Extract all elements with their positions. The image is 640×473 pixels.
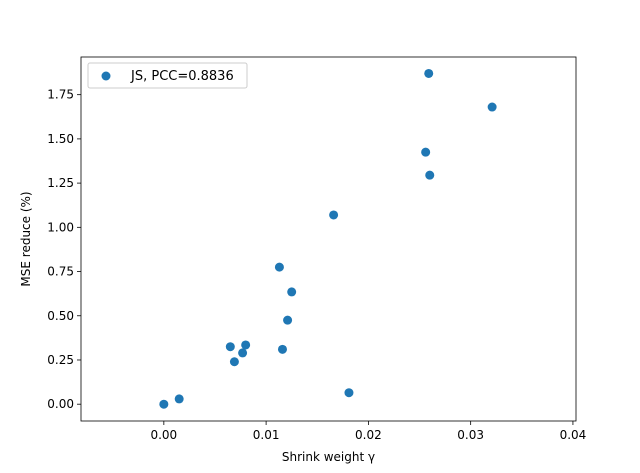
data-point	[238, 348, 248, 358]
data-point	[229, 357, 239, 367]
x-axis-label: Shrink weight γ	[282, 450, 375, 464]
y-tick-label: 1.50	[47, 132, 74, 146]
y-tick-label: 1.75	[47, 88, 74, 102]
y-tick-label: 0.50	[47, 309, 74, 323]
legend-box	[87, 62, 248, 89]
data-point	[344, 388, 354, 398]
x-tick-label: 0.02	[355, 428, 382, 442]
x-axis: 0.00 0.01 0.02 0.03 0.04	[150, 421, 586, 442]
legend-marker	[101, 71, 111, 81]
data-point	[225, 342, 235, 352]
y-tick-label: 0.75	[47, 265, 74, 279]
data-point	[277, 344, 287, 354]
data-point	[159, 399, 169, 409]
y-axis-label: MSE reduce (%)	[19, 191, 33, 286]
data-point	[424, 68, 434, 78]
data-point	[283, 315, 293, 325]
y-tick-label: 1.00	[47, 220, 74, 234]
legend: JS, PCC=0.8836	[87, 62, 248, 89]
data-point	[487, 102, 497, 112]
data-points	[159, 68, 497, 409]
data-point	[329, 210, 339, 220]
y-axis: 0.00 0.25 0.50 0.75 1.00 1.25 1.50 1.75	[47, 88, 81, 411]
x-tick-label: 0.00	[150, 428, 177, 442]
y-tick-label: 1.25	[47, 176, 74, 190]
data-point	[421, 147, 431, 157]
y-tick-label: 0.25	[47, 353, 74, 367]
data-point	[241, 340, 251, 350]
y-tick-label: 0.00	[47, 397, 74, 411]
x-tick-label: 0.01	[253, 428, 280, 442]
x-tick-label: 0.04	[560, 428, 587, 442]
data-point	[274, 262, 284, 272]
plot-area	[80, 56, 577, 422]
legend-label: JS, PCC=0.8836	[130, 69, 234, 84]
x-tick-label: 0.03	[457, 428, 484, 442]
data-point	[287, 287, 297, 297]
data-point	[425, 170, 435, 180]
data-point	[174, 394, 184, 404]
